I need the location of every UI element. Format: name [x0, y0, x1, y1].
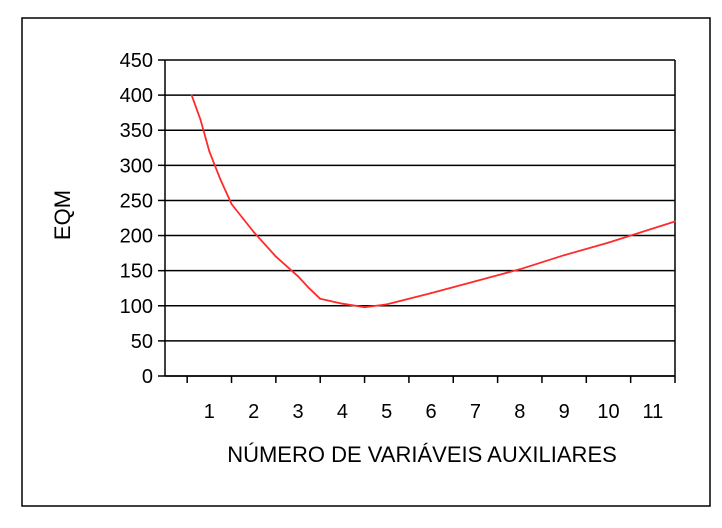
y-tick-label: 50	[131, 331, 153, 353]
axes	[158, 59, 676, 383]
x-axis-label: NÚMERO DE VARIÁVEIS AUXILIARES	[227, 442, 617, 467]
data-point	[607, 241, 610, 244]
series-line	[190, 94, 676, 309]
y-tick-label: 400	[120, 85, 153, 107]
data-point	[274, 255, 277, 258]
x-tick-label: 5	[381, 401, 392, 423]
data-point	[518, 268, 521, 271]
series-group	[190, 94, 676, 309]
x-tick-labels: 1 2 3 4 5 6 7 8 9 10 11	[204, 401, 663, 423]
data-point	[308, 287, 311, 290]
y-tick-label: 250	[120, 190, 153, 212]
y-tick-label: 350	[120, 120, 153, 142]
x-tick-label: 2	[248, 401, 259, 423]
y-tick-label: 450	[120, 50, 153, 72]
y-tick-labels: 0 50 100 150 200 250 300 350 400 450	[120, 50, 153, 388]
data-point	[199, 118, 202, 121]
y-tick-label: 200	[120, 226, 153, 248]
x-tick-label: 11	[642, 401, 663, 423]
x-tick-label: 7	[470, 401, 481, 423]
data-point	[219, 178, 222, 181]
data-point	[319, 297, 322, 300]
chart-frame	[21, 17, 711, 507]
data-point	[563, 254, 566, 257]
x-tick-label: 9	[559, 401, 570, 423]
data-point	[651, 227, 654, 230]
data-point	[190, 94, 193, 97]
x-tick-label: 4	[337, 401, 348, 423]
data-point	[430, 292, 432, 295]
x-tick-label: 6	[426, 401, 437, 423]
x-tick-label: 10	[597, 401, 619, 423]
data-point	[208, 150, 211, 153]
data-point	[252, 231, 255, 233]
data-point	[674, 220, 676, 223]
data-point	[363, 306, 366, 309]
y-axis-label: EQM	[50, 190, 75, 240]
data-point	[230, 203, 233, 205]
x-tick-label: 3	[292, 401, 303, 423]
data-point	[341, 302, 344, 305]
x-tick-label: 1	[204, 401, 215, 423]
y-tick-label: 150	[120, 261, 153, 283]
data-point	[474, 280, 477, 283]
data-point	[385, 303, 388, 306]
x-tick-label: 8	[514, 401, 525, 423]
y-tick-label: 300	[120, 155, 153, 177]
y-tick-label: 100	[120, 296, 153, 318]
data-point	[297, 275, 299, 278]
y-tick-label: 0	[142, 366, 153, 388]
